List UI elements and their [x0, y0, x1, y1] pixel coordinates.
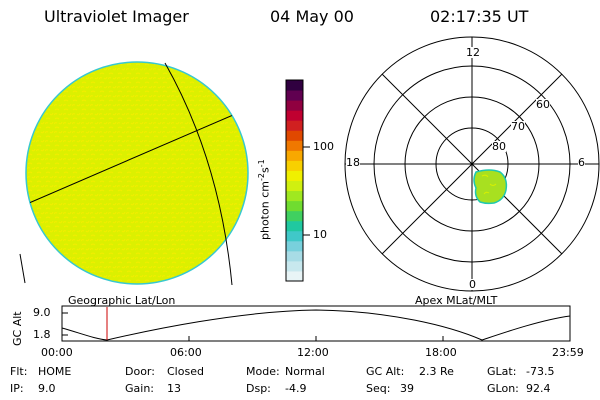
status-gcalt-label: GC Alt:	[366, 365, 405, 378]
status-glon-value: 92.4	[526, 382, 551, 395]
status-flt-value: HOME	[38, 365, 72, 378]
gc-alt-ytick-1-8: 1.8	[33, 328, 51, 341]
colorbar-segment	[286, 80, 303, 91]
gc-alt-xtick-0000: 00:00	[41, 346, 73, 359]
gc-alt-xtick-1200: 12:00	[297, 346, 329, 359]
meridian-line	[164, 62, 233, 286]
status-dsp-label: Dsp:	[246, 382, 271, 395]
lat-label-80: 80	[492, 140, 506, 153]
status-door-label: Door:	[125, 365, 155, 378]
colorbar-segment	[286, 90, 303, 101]
status-flt-label: Flt:	[10, 365, 28, 378]
lat-label-60: 60	[536, 98, 550, 111]
colorbar-segment	[286, 130, 303, 141]
colorbar-segment	[286, 190, 303, 202]
colorbar-segment	[286, 150, 303, 161]
gc-alt-curve	[61, 309, 571, 341]
mlt-label-12: 12	[466, 46, 480, 59]
colorbar-segment	[286, 160, 303, 171]
gc-alt-xtick-0600: 06:00	[170, 346, 202, 359]
status-ip-label: IP:	[10, 382, 24, 395]
gc-alt-ytick-9: 9.0	[33, 306, 51, 319]
instrument-title: Ultraviolet Imager	[44, 7, 189, 26]
colorbar-segment	[286, 100, 303, 111]
colorbar-segment	[286, 230, 303, 242]
mlt-label-18: 18	[346, 156, 360, 169]
colorbar-tick-100: 100	[313, 140, 334, 153]
observation-time: 02:17:35 UT	[430, 7, 529, 26]
gc-alt-xtick-2359: 23:59	[552, 346, 584, 359]
status-glat-label: GLat:	[487, 365, 517, 378]
colorbar-segment	[286, 270, 303, 282]
lat-label-70: 70	[511, 120, 525, 133]
colorbar-segment	[286, 260, 303, 272]
status-seq-value: 39	[400, 382, 414, 395]
status-mode-label: Mode:	[246, 365, 280, 378]
lat-lon-line	[26, 111, 241, 207]
colorbar-tick-10: 10	[313, 228, 327, 241]
limb-mark	[19, 253, 26, 284]
status-gain-label: Gain:	[125, 382, 154, 395]
observation-date: 04 May 00	[270, 7, 354, 26]
status-ip-value: 9.0	[38, 382, 56, 395]
status-gain-value: 13	[167, 382, 181, 395]
earth-disk	[25, 61, 249, 285]
status-gcalt-value: 2.3 Re	[419, 365, 454, 378]
colorbar-segment	[286, 220, 303, 232]
status-mode-value: Normal	[285, 365, 325, 378]
colorbar-segment	[286, 250, 303, 262]
status-glat-value: -73.5	[526, 365, 555, 378]
colorbar-segment	[286, 240, 303, 252]
colorbar-segment	[286, 210, 303, 222]
colorbar-segment	[286, 140, 303, 151]
auroral-blob	[473, 169, 508, 205]
colorbar-segment	[286, 180, 303, 192]
gc-alt-ylabel: GC Alt	[11, 311, 24, 346]
colorbar-frame	[285, 79, 304, 282]
colorbar-segment	[286, 120, 303, 131]
status-door-value: Closed	[167, 365, 204, 378]
gc-alt-xtick-1800: 18:00	[425, 346, 457, 359]
status-dsp-value: -4.9	[285, 382, 307, 395]
mlt-label-6: 6	[578, 156, 585, 169]
colorbar-segment	[286, 170, 303, 181]
mlt-label-0: 0	[469, 278, 476, 291]
colorbar-segment	[286, 200, 303, 212]
geographic-label: Geographic Lat/Lon	[68, 294, 176, 307]
colorbar-segment	[286, 110, 303, 121]
status-glon-label: GLon:	[487, 382, 519, 395]
apex-label: Apex MLat/MLT	[415, 294, 498, 307]
status-seq-label: Seq:	[366, 382, 391, 395]
